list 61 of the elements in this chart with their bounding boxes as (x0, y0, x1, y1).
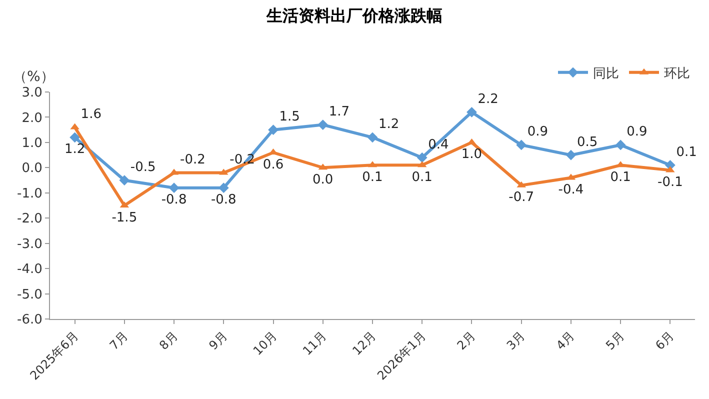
y-tick-label: 2.0 (22, 110, 42, 126)
point (70, 132, 80, 143)
data-label: -0.4 (558, 182, 584, 198)
point (268, 124, 278, 136)
y-tick-label: -6.0 (17, 312, 42, 328)
x-tick-label: 10月 (250, 328, 280, 358)
point (516, 140, 527, 150)
point (416, 152, 428, 163)
point (615, 140, 626, 150)
data-label: -0.8 (210, 192, 236, 208)
data-label: 0.1 (610, 170, 631, 185)
legend-label: 同比 (593, 66, 619, 82)
data-label: 0.9 (626, 124, 648, 140)
data-label: -0.8 (161, 192, 187, 208)
data-label: 1.2 (64, 142, 86, 158)
point (318, 120, 328, 130)
data-label: 0.5 (576, 134, 598, 150)
point (218, 182, 229, 194)
point (566, 150, 576, 160)
x-tick-label: 4月 (554, 328, 578, 353)
data-label: 1.2 (378, 117, 400, 132)
y-tick-label: -2.0 (17, 212, 42, 227)
data-label: -0.7 (508, 190, 534, 206)
data-label: 0.9 (527, 124, 548, 140)
y-tick-label: 0.0 (22, 161, 42, 176)
y-tick-label: -1.0 (17, 186, 42, 202)
data-label: 0.0 (312, 172, 334, 188)
y-tick-label: -4.0 (17, 262, 42, 278)
chart-title: 生活资料出厂价格涨跌幅 (266, 6, 442, 26)
y-tick-label: 3.0 (22, 86, 42, 101)
x-tick-label: 8月 (156, 328, 180, 353)
data-label: -1.5 (112, 210, 138, 226)
point (119, 175, 130, 186)
x-tick-label: 12月 (350, 328, 379, 358)
data-label: 0.1 (676, 144, 697, 160)
data-label: 1.5 (279, 110, 300, 125)
point (466, 106, 477, 118)
x-tick-label: 2月 (454, 328, 478, 353)
x-tick-label: 6月 (652, 328, 677, 353)
data-label: -0.2 (180, 152, 206, 168)
y-tick-label: -5.0 (17, 287, 42, 302)
x-tick-label: 5月 (603, 328, 627, 353)
data-label: 0.6 (262, 157, 284, 172)
data-label: 2.2 (478, 92, 498, 107)
point (367, 132, 378, 143)
y-tick-label: 1.0 (22, 136, 42, 151)
x-tick-label: 9月 (206, 328, 230, 353)
data-label: 1.6 (80, 107, 102, 122)
x-tick-label: 3月 (504, 328, 528, 353)
data-label: -0.1 (658, 174, 683, 190)
data-label: 1.0 (461, 147, 482, 162)
x-tick-label: 7月 (106, 328, 131, 353)
point (168, 182, 180, 194)
y-axis-title: （%） (13, 69, 54, 85)
legend-label: 环比 (664, 66, 690, 82)
data-label: -0.5 (130, 160, 156, 176)
data-label: 1.7 (328, 104, 350, 120)
data-label: 0.1 (362, 170, 383, 185)
x-tick-label: 11月 (300, 328, 330, 358)
y-tick-label: -3.0 (17, 236, 42, 252)
data-label: 0.1 (412, 170, 432, 185)
